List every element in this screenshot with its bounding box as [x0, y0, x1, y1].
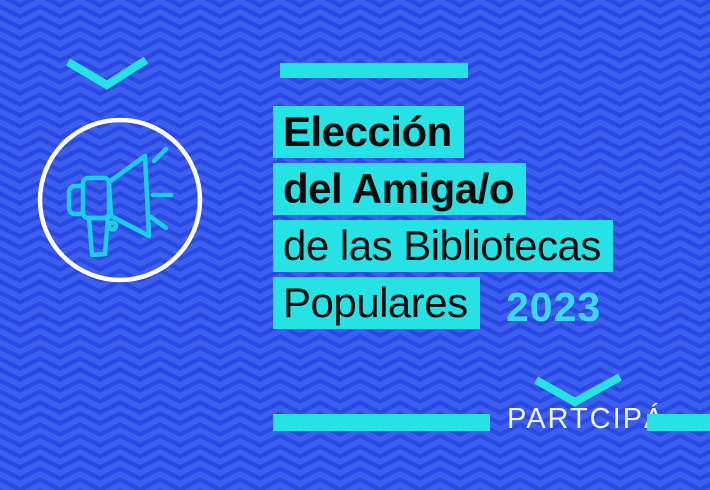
headline-line-3: de las Bibliotecas	[273, 220, 613, 272]
cta-label: PARTCIPÁ	[507, 403, 666, 435]
decorative-bar-bottom-left	[273, 414, 490, 431]
chevron-down-icon	[65, 56, 149, 90]
headline-line-1: Elección	[273, 106, 464, 158]
megaphone-icon	[37, 117, 203, 283]
chevron-down-icon	[534, 373, 622, 407]
headline-line-2: del Amiga/o	[273, 163, 526, 215]
badge-circle	[37, 117, 203, 283]
decorative-bar-top	[280, 63, 468, 78]
decorative-bar-bottom-right	[647, 414, 710, 431]
headline-line-4: Populares	[273, 277, 480, 329]
year-label: 2023	[506, 284, 602, 330]
headline: Elección del Amiga/o de las Bibliotecas …	[273, 106, 613, 329]
